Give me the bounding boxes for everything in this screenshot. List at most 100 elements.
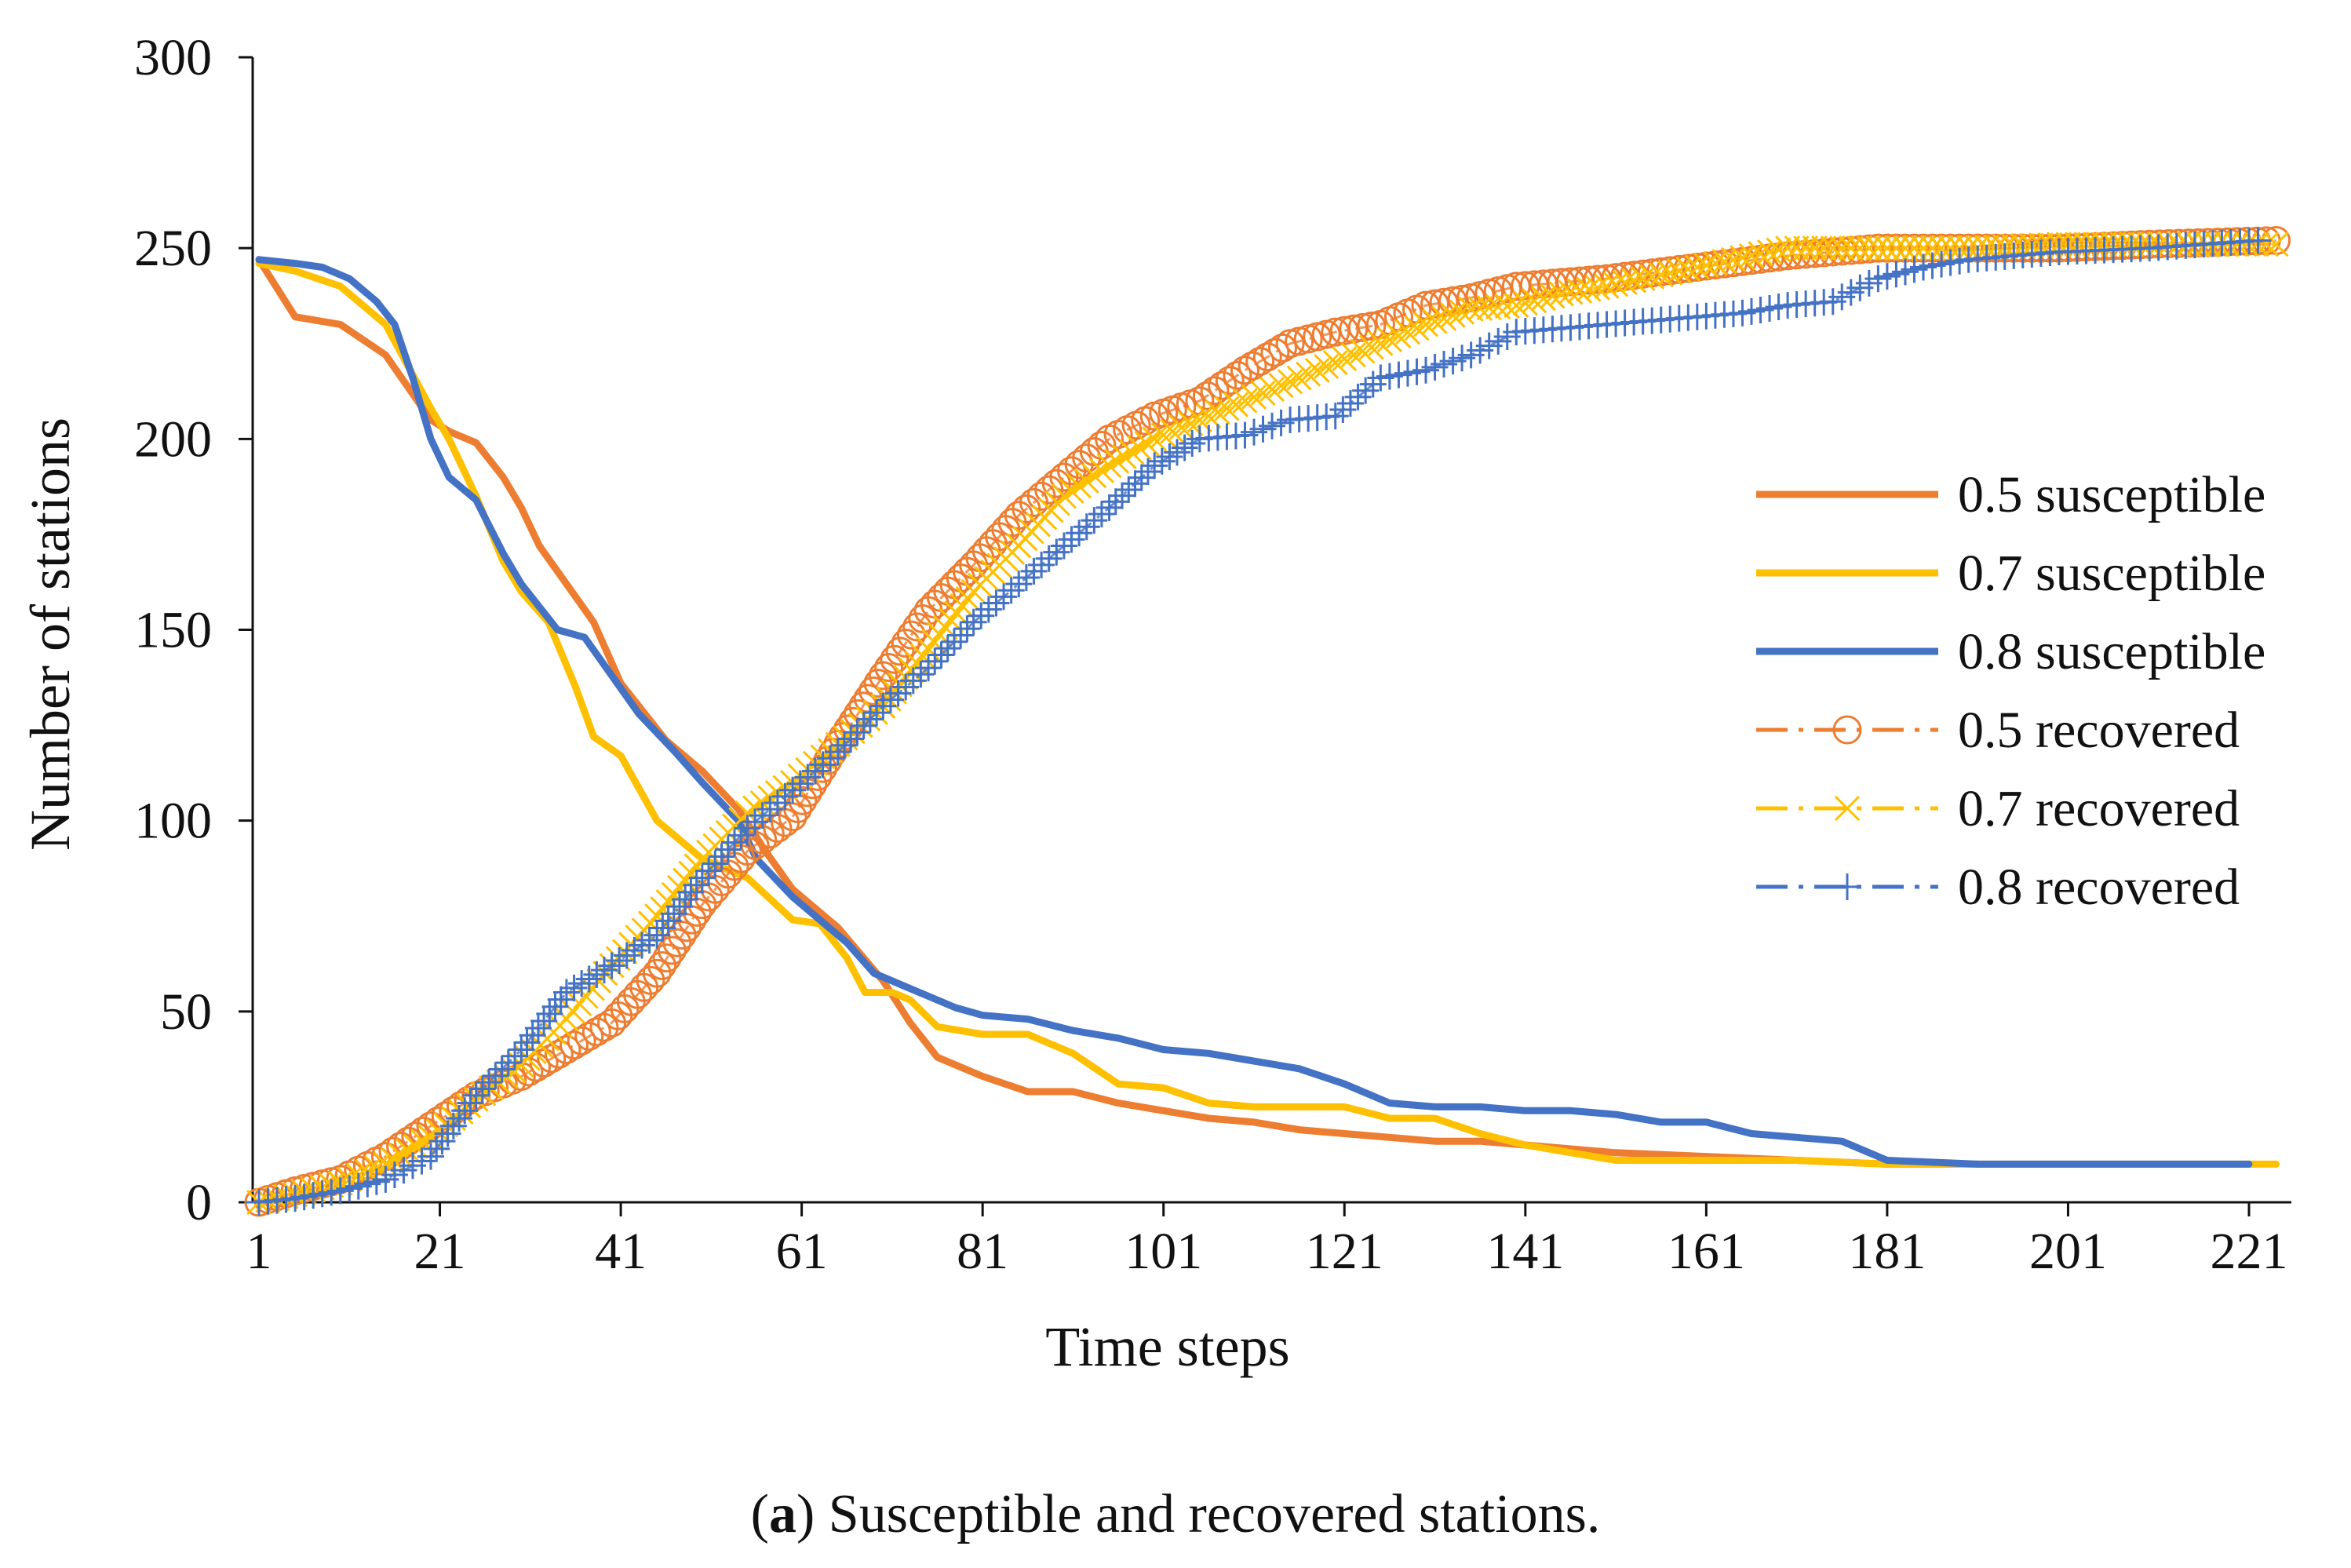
data-point [1329, 315, 1359, 345]
data-point [1440, 302, 1466, 328]
data-point [574, 1021, 604, 1051]
data-point [1820, 235, 1846, 261]
data-point [863, 699, 891, 727]
data-point [552, 1034, 581, 1064]
data-point [1232, 388, 1258, 414]
data-point [1784, 235, 1810, 261]
x-tick-label: 101 [1124, 1223, 1202, 1280]
data-point [590, 957, 618, 984]
data-point [428, 1128, 456, 1155]
data-point [990, 583, 1018, 611]
data-point [560, 1030, 589, 1060]
data-point [598, 952, 625, 979]
data-point [488, 1056, 516, 1083]
data-point [830, 731, 858, 759]
data-point [721, 829, 749, 856]
legend-item: 0.8 susceptible [1756, 623, 2265, 680]
data-point [695, 857, 723, 884]
data-point [541, 993, 569, 1020]
data-point [530, 1007, 558, 1034]
data-point [960, 608, 987, 636]
data-point [868, 661, 898, 691]
data-point [1178, 410, 1204, 436]
data-point [513, 1029, 541, 1056]
data-point [1775, 235, 1801, 261]
data-point [947, 622, 975, 649]
data-point [1929, 235, 1955, 261]
data-point [1838, 235, 1864, 261]
data-point [2154, 229, 2184, 259]
x-tick-label: 141 [1486, 1223, 1564, 1280]
series-0-5-susceptible [255, 256, 1981, 1168]
data-point [1150, 422, 1176, 448]
data-point [388, 1142, 414, 1169]
legend-item: 0.7 recovered [1756, 780, 2240, 837]
data-point [524, 1015, 552, 1042]
data-point [1241, 384, 1267, 410]
data-point [1214, 396, 1240, 421]
data-point [1005, 571, 1033, 598]
data-point [1096, 453, 1122, 479]
data-point [874, 653, 904, 683]
x-tick-label: 1 [246, 1223, 272, 1280]
data-point [1865, 235, 1891, 261]
data-point [858, 676, 888, 706]
series-line [255, 256, 2253, 1168]
data-point [1793, 235, 1819, 261]
data-point [1332, 346, 1358, 372]
legend-item: 0.8 recovered [1756, 859, 2240, 916]
data-point [403, 1133, 428, 1159]
data-point [1329, 396, 1357, 424]
data-point [1250, 380, 1276, 407]
data-point [844, 719, 871, 746]
data-point [794, 764, 822, 791]
data-point [1134, 458, 1161, 486]
data-point [1050, 532, 1077, 560]
legend-label: 0.5 recovered [1958, 702, 2240, 759]
series-0-8-recovered [246, 227, 2272, 1216]
x-tick-label: 221 [2211, 1223, 2288, 1280]
data-point [494, 1049, 522, 1077]
data-point [1429, 287, 1459, 317]
data-point [1223, 360, 1252, 390]
data-point [536, 1000, 563, 1027]
legend-item: 0.5 recovered [1756, 702, 2240, 759]
data-point [1066, 520, 1093, 547]
legend-label: 0.8 recovered [1958, 859, 2240, 916]
y-tick-label: 150 [134, 602, 212, 659]
data-point [1164, 439, 1191, 466]
data-point [1223, 392, 1249, 418]
data-point [1358, 334, 1384, 360]
x-tick-label: 81 [957, 1223, 1008, 1280]
data-point [1512, 290, 1538, 316]
data-point [702, 850, 729, 877]
data-point [1321, 317, 1350, 347]
data-point [708, 843, 735, 870]
data-point [1088, 458, 1115, 483]
data-point [1504, 293, 1529, 319]
data-point [1073, 468, 1099, 494]
data-point [547, 986, 574, 1013]
data-point [877, 686, 904, 713]
y-tick-label: 200 [134, 410, 212, 468]
legend-label: 0.7 recovered [1958, 780, 2240, 837]
data-point [434, 1120, 461, 1147]
legend-label: 0.7 susceptible [1958, 545, 2265, 602]
data-point [928, 641, 955, 669]
data-point [1296, 361, 1321, 387]
data-point [643, 921, 671, 949]
data-point [649, 914, 676, 942]
data-point [756, 796, 784, 823]
data-point [552, 979, 580, 1006]
data-point [621, 937, 648, 965]
data-point [734, 815, 761, 842]
data-point [1856, 235, 1882, 261]
legend-marker [1832, 715, 1862, 745]
data-point [1919, 235, 1945, 261]
data-point [1340, 342, 1366, 368]
data-point [1376, 326, 1402, 352]
data-point [1148, 447, 1176, 475]
x-tick-label: 181 [1848, 1223, 1926, 1280]
y-tick-label: 0 [186, 1174, 212, 1231]
